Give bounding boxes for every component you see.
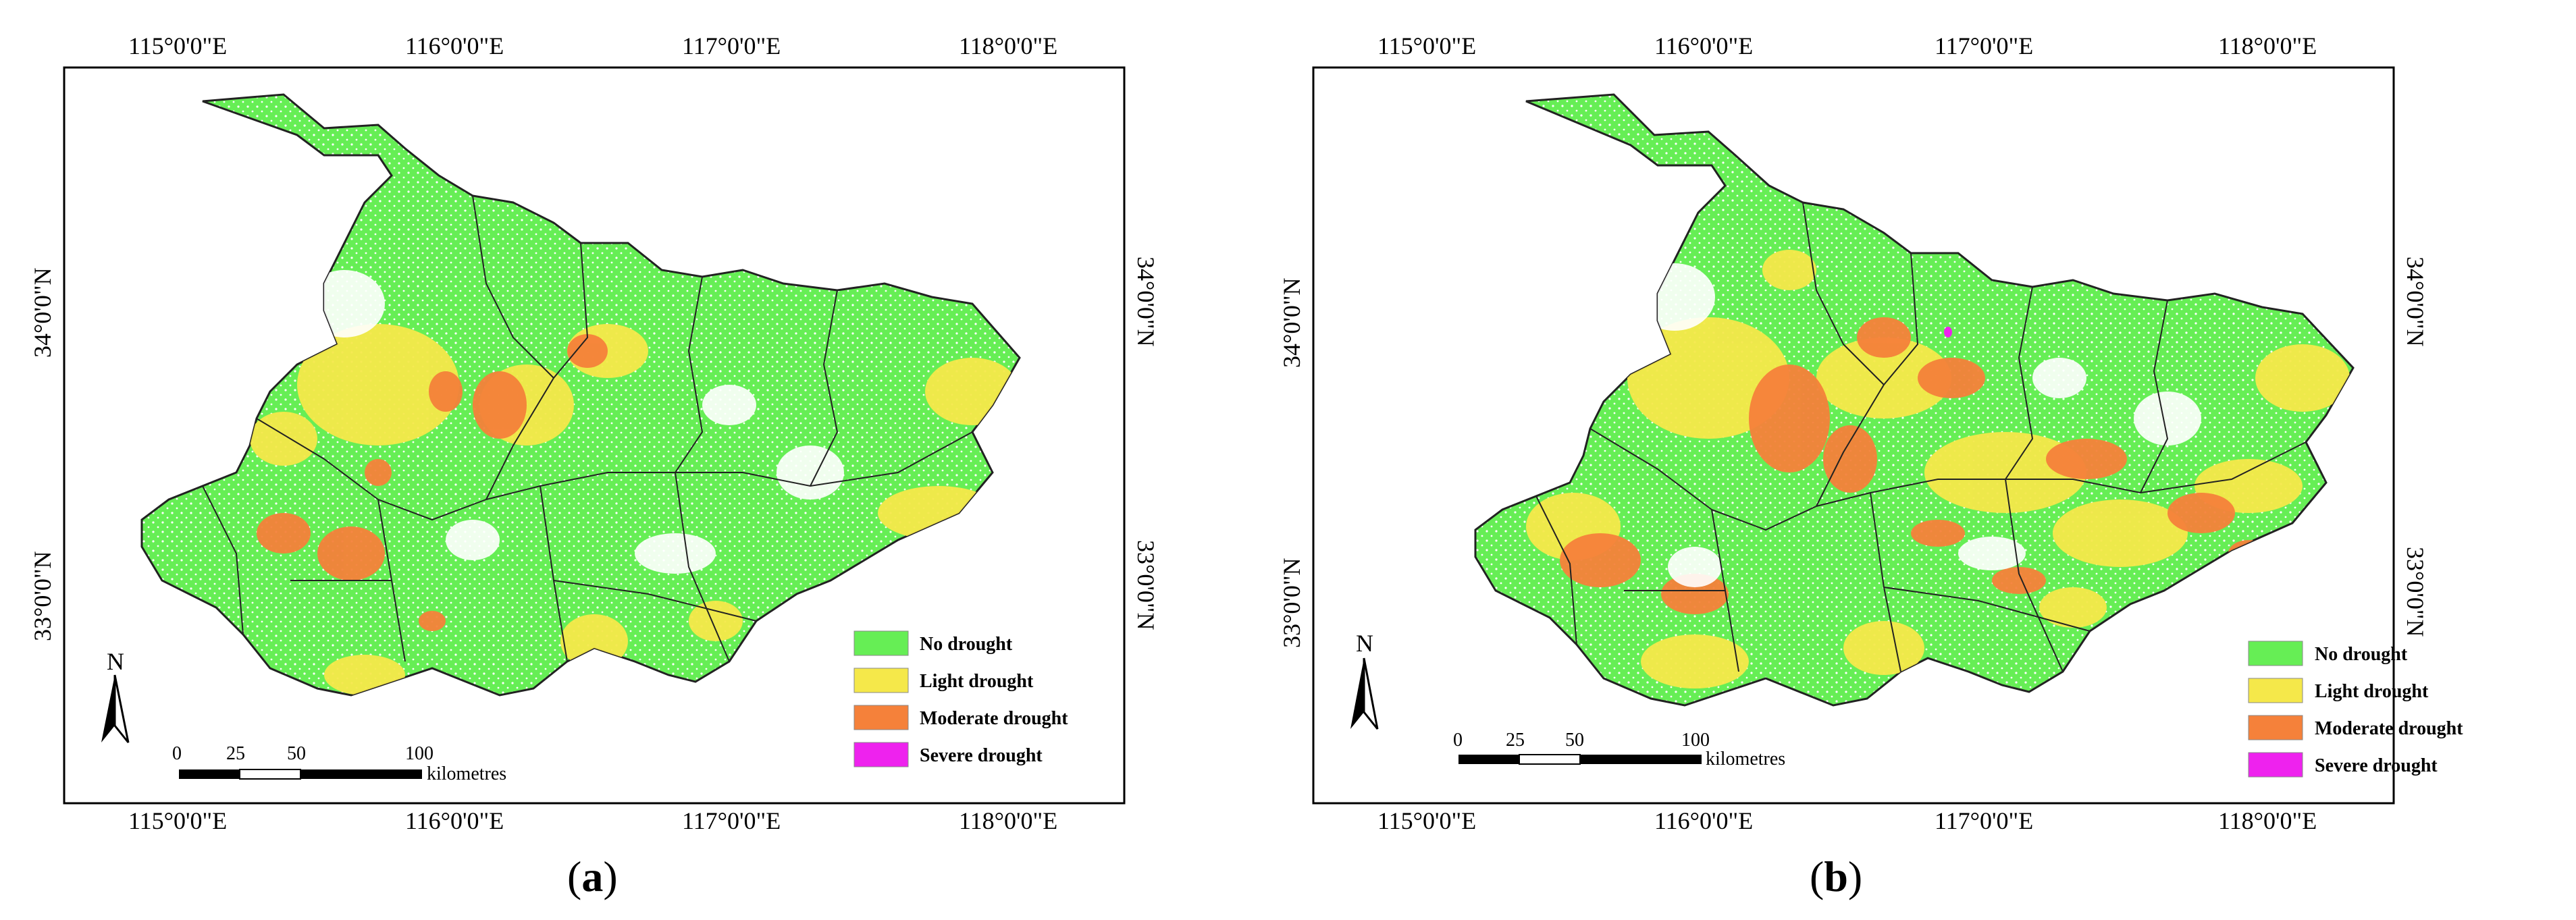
caption-paren: ) (1848, 853, 1862, 900)
north-label: N (1356, 630, 1373, 657)
top-lon-label: 115°0'0"E (128, 32, 227, 59)
svg-text:(a): (a) (567, 853, 618, 900)
legend-label: Moderate drought (920, 708, 1068, 729)
legend: No drought Light drought Moderate drough… (853, 630, 1068, 767)
north-arrow-icon: N (101, 648, 130, 743)
map-a-svg: 115°0'0"E 116°0'0"E 117°0'0"E 118°0'0"E … (29, 32, 1159, 900)
legend-label: No drought (920, 634, 1013, 655)
county-boundaries (202, 195, 973, 662)
legend-label: Severe drought (920, 745, 1043, 766)
county-boundaries (1535, 202, 2307, 672)
map-frame (63, 66, 1126, 805)
right-lat-label: 33°0'0"N (2402, 547, 2429, 637)
bottom-lon-label: 118°0'0"E (959, 807, 1057, 834)
legend-swatch-moderate-drought (2248, 715, 2303, 740)
bottom-lon-label: 117°0'0"E (682, 807, 781, 834)
scale-tick: 0 (172, 743, 182, 764)
moderate-drought-zones (1560, 317, 2269, 614)
bottom-lon-label: 115°0'0"E (128, 807, 227, 834)
legend-swatch-severe-drought (2248, 752, 2303, 778)
legend-label: Moderate drought (2315, 718, 2463, 739)
bottom-lon-label: 115°0'0"E (1377, 807, 1476, 834)
study-region (140, 93, 1021, 697)
top-lon-label: 117°0'0"E (682, 32, 781, 59)
caption-letter: b (1824, 853, 1848, 900)
legend: No drought Light drought Moderate drough… (2248, 641, 2463, 778)
caption-paren: ( (1810, 853, 1824, 900)
panel-caption: (b) (1810, 853, 1862, 900)
scale-tick: 100 (405, 743, 433, 764)
caption-paren: ( (567, 853, 581, 900)
map-panel-a: 115°0'0"E 116°0'0"E 117°0'0"E 118°0'0"E … (0, 0, 1276, 917)
bottom-lon-label: 118°0'0"E (2218, 807, 2317, 834)
left-lat-label: 34°0'0"N (29, 267, 56, 358)
caption-letter: a (581, 853, 603, 900)
svg-text:(b): (b) (1810, 853, 1862, 900)
top-lon-label: 116°0'0"E (405, 32, 504, 59)
bottom-lon-label: 116°0'0"E (405, 807, 504, 834)
top-lon-label: 116°0'0"E (1654, 32, 1753, 59)
top-lon-label: 115°0'0"E (1377, 32, 1476, 59)
top-lon-label: 118°0'0"E (959, 32, 1057, 59)
scale-tick: 50 (287, 743, 306, 764)
scale-tick: 50 (1565, 730, 1584, 751)
moderate-drought-zones (257, 334, 608, 631)
top-lon-label: 118°0'0"E (2218, 32, 2317, 59)
scale-unit: kilometres (1706, 749, 1785, 769)
legend-swatch-light-drought (2248, 678, 2303, 703)
light-drought-zones (1526, 250, 2350, 688)
right-lat-label: 33°0'0"N (1132, 540, 1159, 630)
legend-swatch-no-drought (853, 630, 909, 656)
legend-swatch-moderate-drought (853, 705, 909, 730)
left-lat-label: 34°0'0"N (1278, 277, 1305, 368)
right-lat-label: 34°0'0"N (2402, 256, 2429, 347)
top-lon-label: 117°0'0"E (1935, 32, 2033, 59)
study-region (1474, 93, 2355, 707)
map-frame (1312, 66, 2395, 805)
scale-unit: kilometres (427, 763, 506, 784)
panel-caption: (a) (567, 853, 618, 900)
legend-swatch-severe-drought (853, 742, 909, 767)
bottom-lon-label: 116°0'0"E (1654, 807, 1753, 834)
caption-paren: ) (603, 853, 617, 900)
bottom-lon-label: 117°0'0"E (1935, 807, 2033, 834)
north-arrow-icon: N (1350, 630, 1379, 730)
left-lat-label: 33°0'0"N (1278, 558, 1305, 648)
north-label: N (107, 648, 124, 675)
scale-tick: 25 (1506, 730, 1525, 751)
left-lat-label: 33°0'0"N (29, 551, 56, 641)
right-lat-label: 34°0'0"N (1132, 256, 1159, 347)
legend-swatch-light-drought (853, 668, 909, 693)
legend-label: Light drought (920, 671, 1034, 692)
legend-label: Severe drought (2315, 755, 2438, 776)
scale-bar: 0 25 50 100 kilometres (172, 743, 506, 784)
legend-label: No drought (2315, 644, 2408, 665)
scale-bar: 0 25 50 100 kilometres (1453, 730, 1785, 769)
scale-tick: 100 (1681, 730, 1710, 751)
severe-drought-zones (1944, 327, 1952, 337)
scale-tick: 25 (226, 743, 245, 764)
legend-swatch-no-drought (2248, 641, 2303, 666)
scale-tick: 0 (1453, 730, 1463, 751)
map-b-svg: 115°0'0"E 116°0'0"E 117°0'0"E 118°0'0"E … (1278, 32, 2463, 900)
map-panel-b: 115°0'0"E 116°0'0"E 117°0'0"E 118°0'0"E … (1276, 0, 2576, 917)
legend-label: Light drought (2315, 681, 2429, 702)
